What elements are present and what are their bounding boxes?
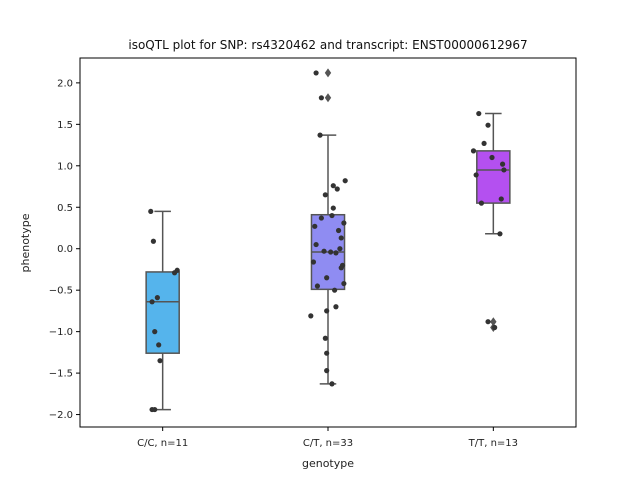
data-point xyxy=(308,313,314,319)
data-point xyxy=(478,200,485,206)
data-point xyxy=(313,70,319,76)
x-tick-label: C/C, n=11 xyxy=(137,438,188,449)
data-point xyxy=(312,223,318,229)
data-point xyxy=(156,342,162,348)
data-point xyxy=(328,249,334,255)
data-point xyxy=(154,295,160,301)
data-point xyxy=(481,140,487,147)
data-point xyxy=(324,275,330,281)
data-point xyxy=(499,161,506,167)
outlier-marker xyxy=(490,317,497,327)
data-point xyxy=(497,231,503,237)
data-point xyxy=(498,196,504,202)
chart-title: isoQTL plot for SNP: rs4320462 and trans… xyxy=(128,38,527,52)
y-tick-label: 1.0 xyxy=(57,161,73,172)
box-group xyxy=(145,208,180,413)
data-point xyxy=(148,208,154,215)
x-axis: C/C, n=11 C/T, n=33 T/T, n=13 xyxy=(137,427,518,449)
data-point xyxy=(492,324,498,331)
data-point xyxy=(324,368,330,374)
data-point xyxy=(330,205,336,211)
y-tick-label: −0.5 xyxy=(49,286,73,297)
y-tick-label: 0.5 xyxy=(57,203,73,214)
data-point xyxy=(329,381,335,387)
y-tick-label: 1.5 xyxy=(57,120,73,131)
data-point xyxy=(342,178,348,184)
data-point xyxy=(329,212,335,219)
data-point xyxy=(338,265,344,271)
data-point xyxy=(152,406,158,413)
outlier-marker xyxy=(324,93,332,103)
data-point xyxy=(313,241,319,248)
x-tick-label: C/T, n=33 xyxy=(303,438,353,449)
data-point xyxy=(157,358,163,364)
data-point xyxy=(489,154,495,161)
y-tick-label: 2.0 xyxy=(57,78,73,89)
data-point xyxy=(338,235,344,241)
data-point xyxy=(171,270,178,276)
box-group xyxy=(470,110,511,332)
data-point xyxy=(321,248,327,254)
outlier-marker xyxy=(324,68,332,78)
data-point xyxy=(317,132,323,138)
data-point xyxy=(310,259,317,265)
x-tick-label: T/T, n=13 xyxy=(468,438,518,449)
x-axis-label: genotype xyxy=(302,457,354,470)
data-point xyxy=(333,250,339,256)
box-group xyxy=(308,68,348,387)
y-tick-label: −1.0 xyxy=(49,327,73,338)
data-point xyxy=(324,308,330,314)
data-point xyxy=(152,329,158,335)
data-point xyxy=(337,246,343,252)
data-point xyxy=(335,227,342,234)
data-point xyxy=(150,238,157,244)
data-point xyxy=(322,335,328,341)
data-point xyxy=(322,192,328,198)
data-point xyxy=(485,122,491,128)
y-tick-label: −1.5 xyxy=(49,369,73,380)
data-point xyxy=(485,319,491,325)
box-iqr xyxy=(145,271,180,354)
data-point xyxy=(149,299,155,305)
data-point xyxy=(332,287,338,293)
y-axis: −2.0 −1.5 −1.0 −0.5 0.0 0.5 1.0 1.5 2.0 xyxy=(49,78,80,421)
plot-area xyxy=(145,68,511,413)
data-point xyxy=(314,283,321,289)
data-point xyxy=(333,304,339,310)
data-point xyxy=(330,183,336,189)
data-point xyxy=(341,220,347,226)
data-point xyxy=(318,95,324,101)
data-point xyxy=(470,148,477,154)
y-tick-label: 0.0 xyxy=(57,244,73,255)
data-point xyxy=(473,172,479,178)
data-point xyxy=(324,350,330,356)
data-point xyxy=(476,110,482,117)
data-point xyxy=(501,167,507,173)
y-axis-label: phenotype xyxy=(19,213,32,272)
data-point xyxy=(341,280,347,287)
y-tick-label: −2.0 xyxy=(49,410,73,421)
data-point xyxy=(318,215,324,221)
data-point xyxy=(334,186,340,192)
